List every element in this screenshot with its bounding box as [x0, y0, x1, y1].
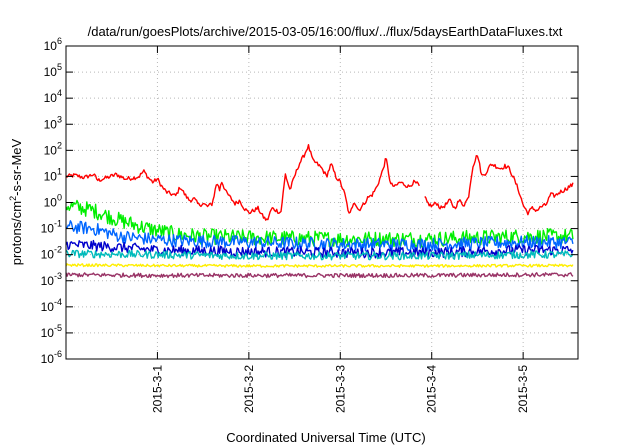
y-tick-exponent: 1	[57, 166, 62, 176]
y-tick-base: 10	[44, 39, 58, 53]
y-tick-base: 10	[44, 65, 58, 79]
tick-marks	[66, 45, 578, 360]
series-line-3	[65, 220, 574, 252]
y-tick-base: 10	[44, 169, 58, 183]
y-tick-label: 103	[44, 114, 62, 131]
y-tick-label: 106	[44, 36, 62, 53]
y-tick-label: 10-2	[41, 245, 62, 262]
y-tick-base: 10	[44, 91, 58, 105]
y-axis-label: protons/cm2-s-sr-MeV	[8, 138, 24, 265]
grid	[66, 45, 578, 360]
y-tick-base: 10	[44, 117, 58, 131]
x-tick-label: 2015-3-5	[516, 365, 530, 413]
x-tick-label: 2015-3-2	[242, 365, 256, 413]
y-tick-exponent: 3	[57, 114, 62, 124]
y-tick-base: 10	[41, 326, 55, 340]
y-tick-base: 10	[41, 300, 55, 314]
x-tick-label: 2015-3-4	[425, 365, 439, 413]
y-tick-label: 100	[44, 193, 62, 210]
series-line-6	[65, 263, 574, 268]
x-tick-label: 2015-3-1	[150, 365, 164, 413]
y-tick-exponent: 2	[57, 140, 62, 150]
y-tick-label: 102	[44, 140, 62, 157]
y-tick-base: 10	[41, 352, 55, 366]
y-tick-exponent: -6	[54, 349, 62, 359]
x-axis-label: Coordinated Universal Time (UTC)	[226, 430, 425, 445]
y-tick-exponent: -5	[54, 323, 62, 333]
series-line-5	[65, 249, 574, 261]
y-tick-base: 10	[41, 274, 55, 288]
y-tick-exponent: 6	[57, 36, 62, 46]
y-tick-label: 10-5	[41, 323, 62, 340]
y-tick-exponent: -1	[54, 219, 62, 229]
y-tick-label: 10-6	[41, 349, 62, 366]
series-line-7	[65, 272, 574, 279]
y-tick-labels: 10610510410310210110010-110-210-310-410-…	[41, 36, 62, 366]
series-group	[65, 144, 574, 279]
y-tick-label: 101	[44, 166, 62, 183]
y-tick-exponent: 5	[57, 62, 62, 72]
y-tick-exponent: -2	[54, 245, 62, 255]
y-tick-exponent: -4	[54, 297, 62, 307]
y-tick-exponent: -3	[54, 271, 62, 281]
x-tick-label: 2015-3-3	[333, 365, 347, 413]
y-tick-base: 10	[41, 248, 55, 262]
y-tick-label: 105	[44, 62, 62, 79]
y-tick-base: 10	[41, 222, 55, 236]
y-tick-base: 10	[44, 196, 58, 210]
y-tick-label: 10-1	[41, 219, 62, 236]
series-line-1	[65, 144, 574, 221]
y-tick-exponent: 0	[57, 193, 62, 203]
y-tick-label: 10-4	[41, 297, 62, 314]
y-tick-base: 10	[44, 143, 58, 157]
y-tick-label: 10-3	[41, 271, 62, 288]
y-tick-label: 104	[44, 88, 62, 105]
y-tick-exponent: 4	[57, 88, 62, 98]
x-tick-labels: 2015-3-1 2015-3-2 2015-3-3 2015-3-4 2015-3-5	[150, 365, 530, 413]
chart-title: /data/run/goesPlots/archive/2015-03-05/1…	[88, 24, 563, 39]
